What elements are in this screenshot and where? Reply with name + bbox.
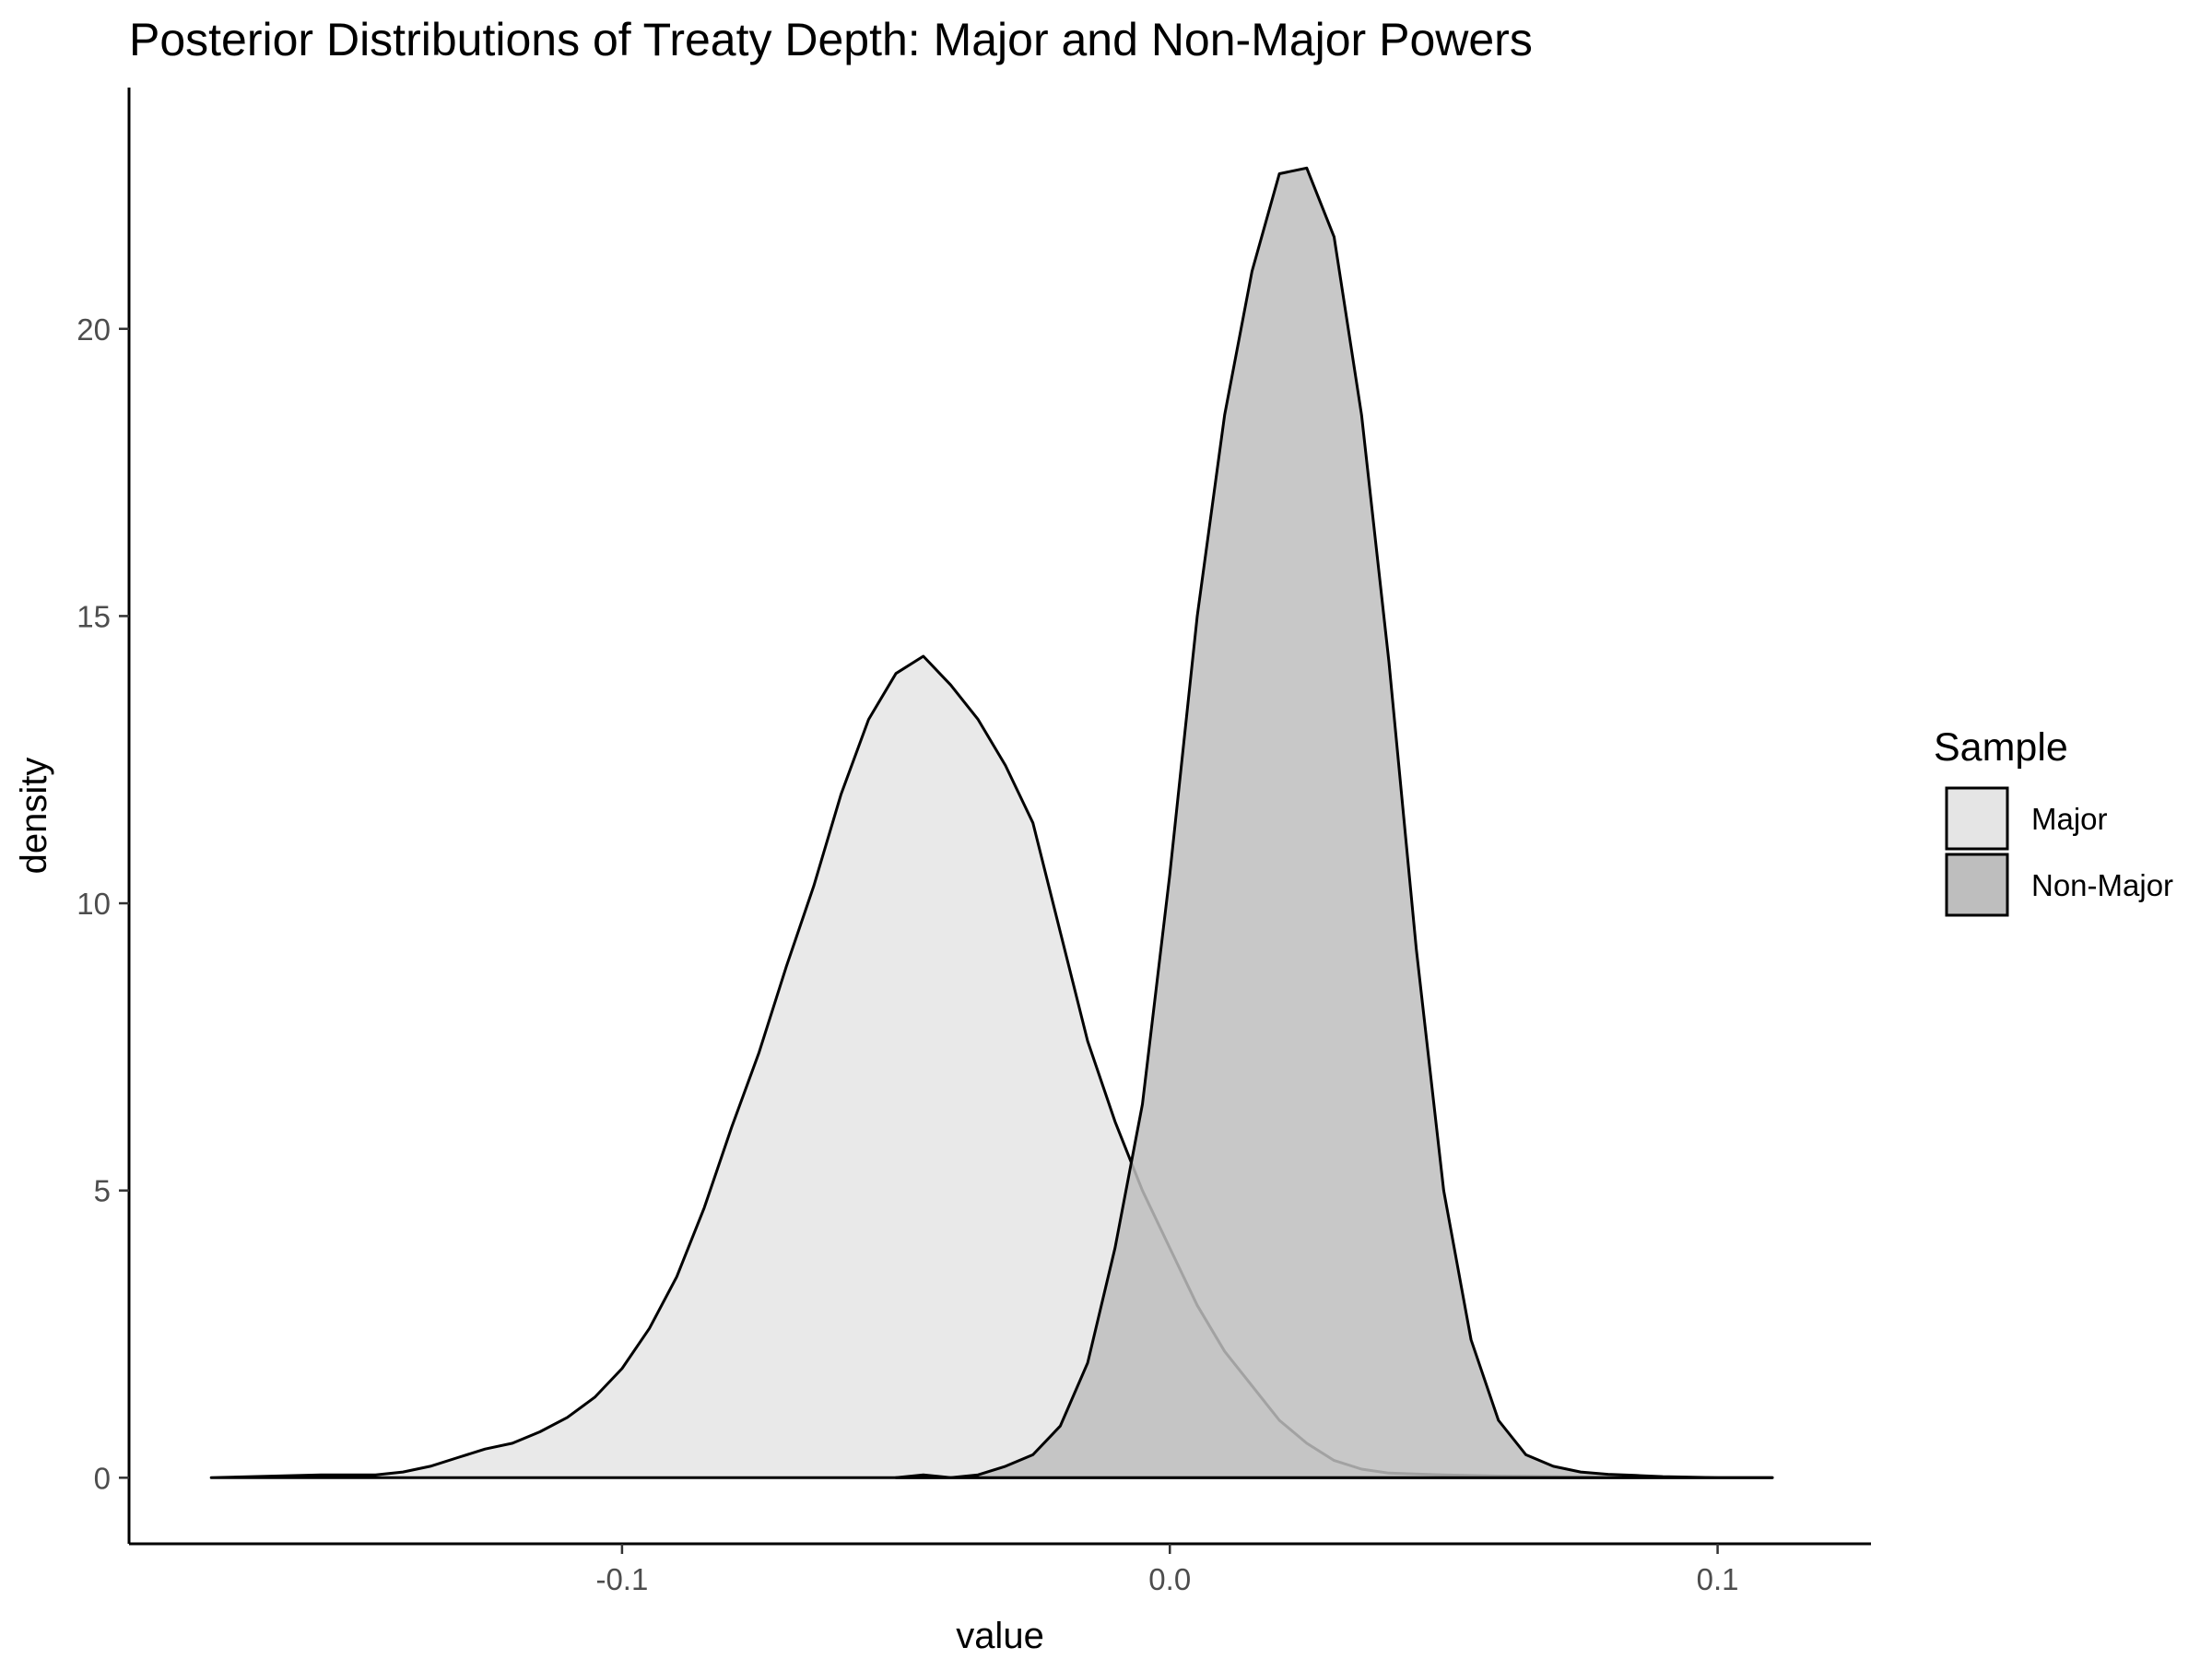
legend-key-major (1945, 786, 2009, 851)
x-tick-label: 0.1 (1697, 1562, 1739, 1596)
legend-label-major: Major (2031, 802, 2108, 836)
chart-title: Posterior Distributions of Treaty Depth:… (129, 14, 1533, 65)
density-area-non-major (894, 166, 1774, 1479)
y-tick-label: 10 (76, 887, 111, 921)
y-tick-label: 15 (76, 599, 111, 633)
legend: Sample Major Non-Major (1934, 725, 2173, 917)
y-tick-label: 20 (76, 312, 111, 347)
y-axis-ticks: 0 5 10 15 20 (76, 312, 129, 1495)
x-axis-ticks: -0.1 0.0 0.1 (595, 1544, 1739, 1596)
x-axis-title: value (956, 1616, 1044, 1656)
legend-title: Sample (1934, 725, 2068, 770)
plot-panel: -0.1 0.0 0.1 0 5 10 15 20 (76, 88, 1871, 1596)
y-tick-label: 0 (94, 1461, 111, 1495)
legend-items: Major Non-Major (1945, 786, 2173, 917)
density-area-major (209, 654, 1774, 1479)
legend-key-non-major (1945, 853, 2009, 917)
density-series (209, 166, 1774, 1479)
y-tick-label: 5 (94, 1174, 111, 1208)
y-axis-title: density (14, 758, 54, 875)
x-tick-label: 0.0 (1148, 1562, 1191, 1596)
legend-label-non-major: Non-Major (2031, 868, 2173, 902)
x-tick-label: -0.1 (595, 1562, 648, 1596)
